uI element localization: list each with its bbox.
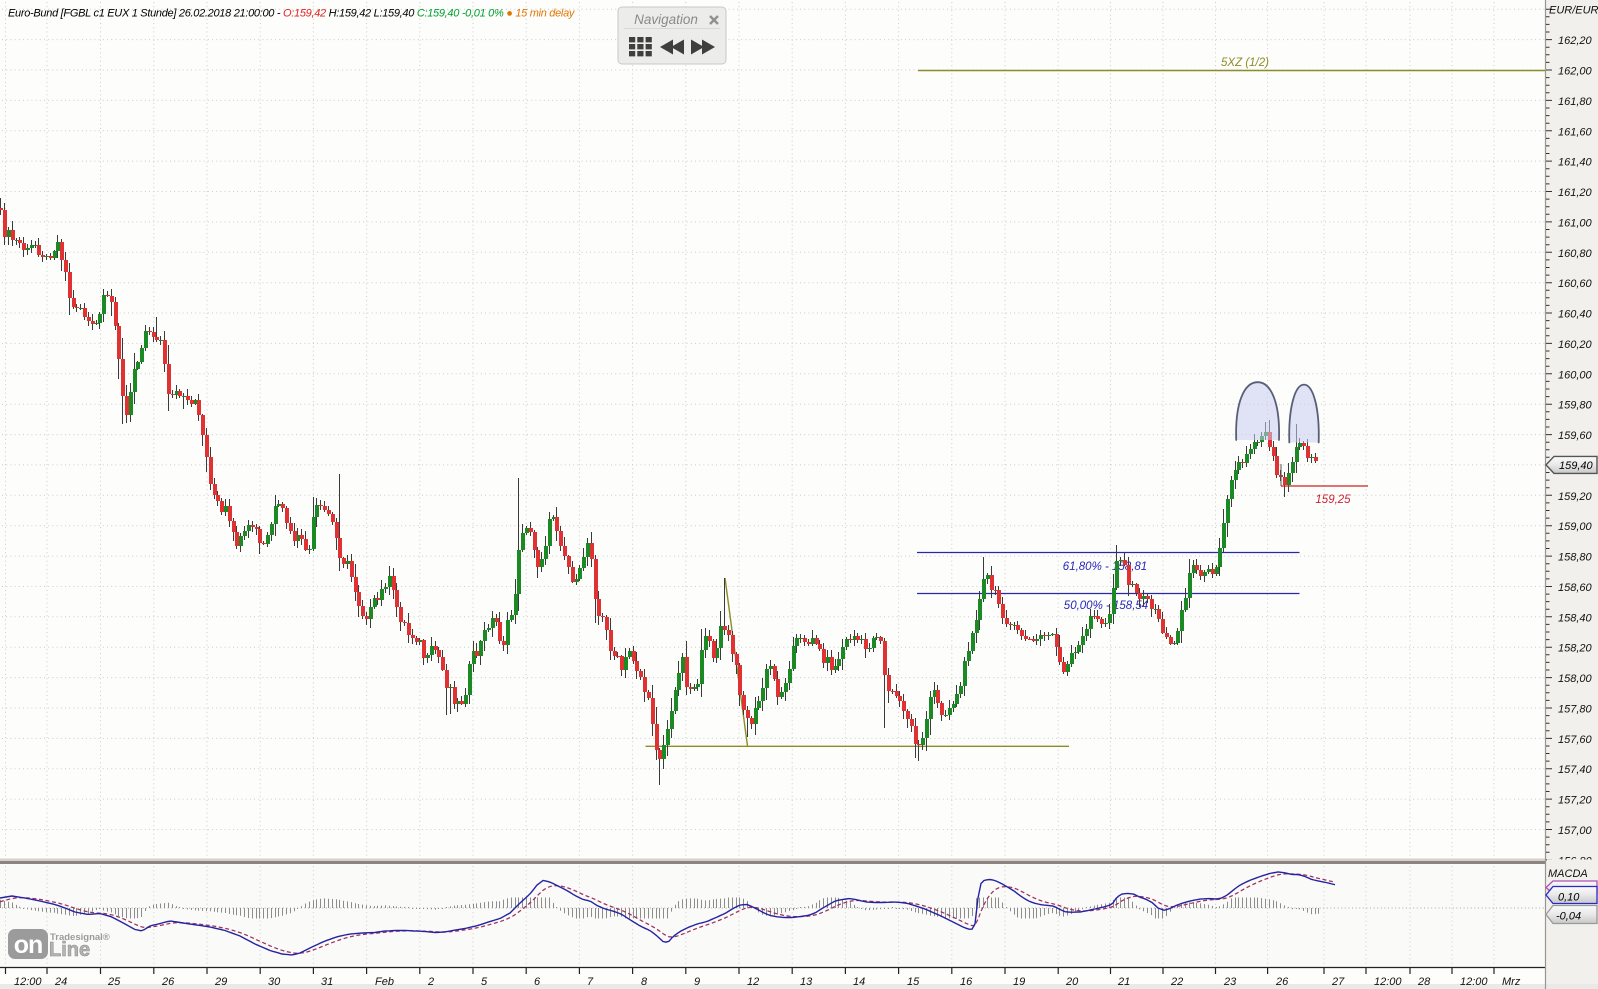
svg-text:20: 20	[1065, 976, 1079, 988]
svg-text:157,60: 157,60	[1558, 734, 1593, 746]
svg-text:61,80% - 158,81: 61,80% - 158,81	[1063, 561, 1147, 573]
svg-text:157,40: 157,40	[1558, 764, 1593, 776]
svg-text:12:00: 12:00	[1374, 976, 1402, 988]
svg-text:160,40: 160,40	[1558, 309, 1593, 321]
svg-text:12: 12	[747, 976, 759, 988]
svg-text:5: 5	[481, 976, 488, 988]
svg-text:24: 24	[54, 976, 67, 988]
svg-text:158,80: 158,80	[1558, 552, 1593, 564]
svg-text:Euro-Bund [FGBL c1 EUX 1 Stund: Euro-Bund [FGBL c1 EUX 1 Stunde] 26.02.2…	[8, 8, 576, 20]
svg-text:159,20: 159,20	[1558, 491, 1593, 503]
svg-text:159,00: 159,00	[1558, 521, 1593, 533]
svg-text:29: 29	[214, 976, 227, 988]
svg-text:158,40: 158,40	[1558, 612, 1593, 624]
svg-text:EUR/EUR: EUR/EUR	[1549, 5, 1598, 17]
svg-text:22: 22	[1170, 976, 1183, 988]
svg-text:26: 26	[1275, 976, 1289, 988]
svg-text:27: 27	[1331, 976, 1345, 988]
svg-text:160,80: 160,80	[1558, 248, 1593, 260]
svg-text:157,20: 157,20	[1558, 795, 1593, 807]
svg-text:158,00: 158,00	[1558, 673, 1593, 685]
svg-text:23: 23	[1223, 976, 1237, 988]
svg-text:13: 13	[800, 976, 813, 988]
svg-text:162,00: 162,00	[1558, 66, 1593, 78]
svg-text:161,60: 161,60	[1558, 126, 1593, 138]
svg-text:19: 19	[1013, 976, 1025, 988]
svg-text:7: 7	[587, 976, 594, 988]
svg-text:161,40: 161,40	[1558, 157, 1593, 169]
svg-text:Line: Line	[49, 939, 90, 961]
svg-text:50,00% - 158,54: 50,00% - 158,54	[1064, 600, 1148, 612]
svg-text:14: 14	[853, 976, 865, 988]
svg-text:16: 16	[960, 976, 973, 988]
svg-text:Mrz: Mrz	[1502, 976, 1521, 988]
svg-text:162,20: 162,20	[1558, 35, 1593, 47]
svg-text:159,80: 159,80	[1558, 400, 1593, 412]
svg-text:Feb: Feb	[375, 976, 394, 988]
svg-text:159,25: 159,25	[1315, 494, 1351, 506]
svg-text:31: 31	[321, 976, 333, 988]
svg-text:12:00: 12:00	[14, 976, 42, 988]
svg-text:157,80: 157,80	[1558, 704, 1593, 716]
svg-text:6: 6	[534, 976, 541, 988]
svg-text:MACDA: MACDA	[1548, 868, 1588, 880]
svg-text:30: 30	[268, 976, 281, 988]
svg-text:161,00: 161,00	[1558, 217, 1593, 229]
svg-text:28: 28	[1417, 976, 1431, 988]
svg-text:25: 25	[107, 976, 121, 988]
svg-text:on: on	[14, 931, 43, 959]
svg-text:160,00: 160,00	[1558, 369, 1593, 381]
svg-text:5XZ (1/2): 5XZ (1/2)	[1221, 57, 1269, 69]
svg-text:159,60: 159,60	[1558, 430, 1593, 442]
svg-text:15: 15	[907, 976, 920, 988]
svg-text:160,20: 160,20	[1558, 339, 1593, 351]
svg-text:9: 9	[694, 976, 700, 988]
svg-text:159,40: 159,40	[1559, 460, 1594, 472]
svg-text:12:00: 12:00	[1460, 976, 1488, 988]
svg-text:-0,04: -0,04	[1556, 911, 1581, 923]
svg-text:Navigation: Navigation	[634, 12, 698, 27]
svg-text:21: 21	[1117, 976, 1130, 988]
svg-text:Tradesignal®: Tradesignal®	[50, 932, 110, 943]
svg-text:26: 26	[161, 976, 175, 988]
svg-text:158,60: 158,60	[1558, 582, 1593, 594]
svg-text:158,20: 158,20	[1558, 643, 1593, 655]
svg-text:0,10: 0,10	[1558, 892, 1580, 904]
svg-text:161,80: 161,80	[1558, 96, 1593, 108]
svg-text:161,20: 161,20	[1558, 187, 1593, 199]
svg-text:160,60: 160,60	[1558, 278, 1593, 290]
svg-text:2: 2	[427, 976, 434, 988]
svg-text:8: 8	[641, 976, 648, 988]
svg-text:157,00: 157,00	[1558, 825, 1593, 837]
